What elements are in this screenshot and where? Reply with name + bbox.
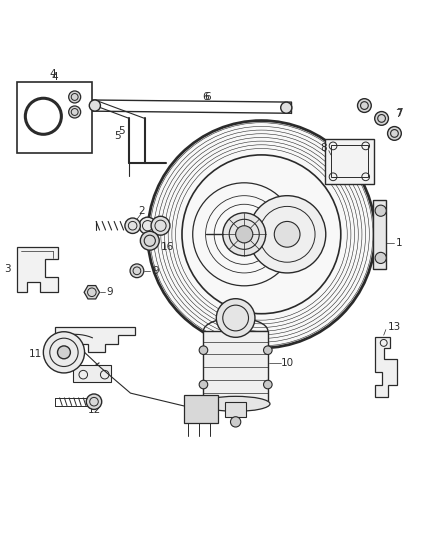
- Text: 5: 5: [118, 126, 124, 136]
- Circle shape: [236, 225, 253, 243]
- Circle shape: [125, 218, 140, 233]
- Circle shape: [230, 417, 241, 427]
- Circle shape: [264, 346, 272, 354]
- Text: 9: 9: [107, 287, 113, 297]
- Circle shape: [151, 216, 170, 235]
- Text: 12: 12: [87, 405, 101, 415]
- Text: 11: 11: [29, 350, 42, 359]
- Circle shape: [148, 120, 375, 348]
- Circle shape: [140, 231, 159, 250]
- Circle shape: [57, 346, 71, 359]
- Bar: [73, 365, 111, 382]
- Text: 16: 16: [160, 242, 174, 252]
- Circle shape: [139, 217, 156, 235]
- Text: 6: 6: [205, 92, 211, 102]
- Circle shape: [375, 252, 386, 263]
- Polygon shape: [17, 247, 57, 292]
- Text: 13: 13: [388, 321, 401, 332]
- Text: 4: 4: [50, 69, 57, 79]
- Polygon shape: [84, 286, 99, 299]
- Circle shape: [357, 99, 371, 112]
- Polygon shape: [375, 337, 396, 398]
- Text: 3: 3: [4, 264, 11, 273]
- Circle shape: [69, 91, 81, 103]
- Circle shape: [86, 394, 102, 409]
- Bar: [325, 139, 374, 184]
- Text: 6: 6: [202, 92, 209, 101]
- Ellipse shape: [201, 397, 270, 411]
- Circle shape: [199, 346, 208, 354]
- Circle shape: [388, 126, 401, 140]
- Polygon shape: [373, 200, 386, 269]
- Text: 8: 8: [320, 143, 327, 154]
- Text: 9: 9: [152, 266, 159, 276]
- Text: 4: 4: [51, 72, 58, 82]
- Circle shape: [43, 332, 85, 373]
- Bar: [331, 146, 367, 177]
- Text: 10: 10: [281, 358, 294, 368]
- Polygon shape: [55, 327, 135, 352]
- Text: 7: 7: [396, 109, 402, 119]
- Bar: [225, 402, 246, 417]
- Circle shape: [216, 298, 255, 337]
- Text: 5: 5: [114, 131, 121, 141]
- Circle shape: [89, 100, 100, 111]
- Bar: [203, 331, 268, 404]
- Circle shape: [223, 213, 266, 256]
- Text: 1: 1: [396, 238, 402, 248]
- Text: 7: 7: [396, 108, 403, 118]
- Text: 2: 2: [138, 206, 145, 216]
- Circle shape: [69, 106, 81, 118]
- Circle shape: [374, 111, 389, 125]
- Circle shape: [274, 221, 300, 247]
- Circle shape: [264, 380, 272, 389]
- Bar: [17, 82, 92, 153]
- Circle shape: [130, 264, 144, 278]
- Circle shape: [375, 205, 386, 216]
- Circle shape: [248, 196, 326, 273]
- Circle shape: [199, 380, 208, 389]
- Bar: [184, 395, 219, 423]
- Circle shape: [281, 102, 292, 114]
